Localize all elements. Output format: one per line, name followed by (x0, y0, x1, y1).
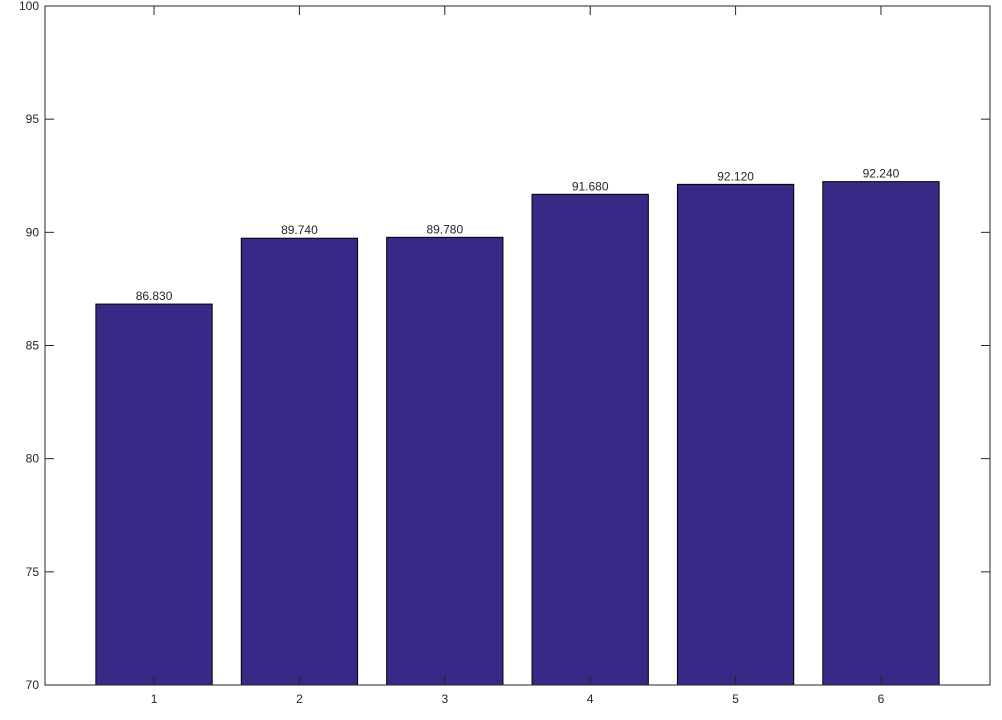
y-tick-label: 85 (26, 339, 40, 353)
data-label-6: 92.240 (863, 167, 900, 181)
data-label-5: 92.120 (717, 169, 754, 183)
data-label-3: 89.780 (426, 222, 463, 236)
bar-1 (95, 303, 213, 686)
bar-3 (386, 236, 504, 686)
x-tick-label: 2 (296, 692, 303, 706)
x-tick-label: 6 (878, 692, 885, 706)
bar-2 (240, 237, 359, 686)
y-tick-label: 100 (19, 0, 39, 13)
axes-layer (44, 5, 991, 686)
x-tick-label: 5 (732, 692, 739, 706)
data-label-1: 86.830 (136, 289, 173, 303)
y-tick-label: 75 (26, 565, 40, 579)
data-label-2: 89.740 (281, 223, 318, 237)
y-tick-label: 95 (26, 112, 40, 126)
bars-layer (95, 181, 940, 686)
y-tick-label: 90 (26, 225, 40, 239)
x-tick-label: 3 (441, 692, 448, 706)
x-tick-label: 4 (587, 692, 594, 706)
bar-5 (676, 183, 795, 686)
y-tick-label: 70 (26, 678, 40, 692)
y-tick-label: 80 (26, 452, 40, 466)
bar-4 (531, 193, 649, 686)
data-label-4: 91.680 (572, 179, 609, 193)
labels-layer: 86.830 89.740 89.780 91.680 92.120 92.240 70 75… (19, 0, 900, 706)
x-tick-label: 1 (151, 692, 158, 706)
bar-6 (822, 181, 940, 686)
